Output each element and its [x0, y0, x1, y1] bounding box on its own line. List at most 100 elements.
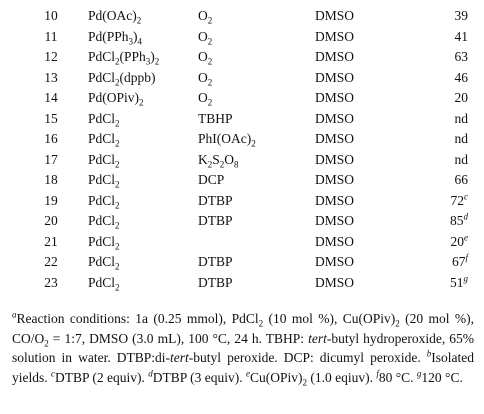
table-cell: 67f [415, 252, 468, 273]
footnote: aReaction conditions: 1a (0.25 mmol), Pd… [12, 309, 474, 387]
text-sup: f [465, 252, 468, 263]
text-sub: 2 [136, 15, 142, 26]
text-text: O [198, 49, 208, 65]
text-text: Pd(OPiv) [88, 90, 140, 106]
text-text: (dppb) [119, 69, 156, 85]
table-cell: DMSO [315, 213, 355, 229]
table-cell: DTBP [198, 254, 233, 270]
text-sub: 2 [115, 200, 120, 211]
table-cell: PdCl2(PPh3)2 [88, 47, 198, 68]
text-text: = 1:7, DMSO (3.0 mL), 100 °C, 24 h. TBHP… [48, 330, 309, 346]
table-row: 13 PdCl2(dppb) O2 DMSO 46 [0, 68, 468, 89]
table-cell: DMSO [315, 90, 355, 106]
table-row: 15 PdCl2 TBHP DMSO nd [0, 109, 468, 130]
table-cell: DCP [198, 172, 225, 188]
text-italic: tert [308, 330, 327, 346]
text-sub: 2 [115, 77, 120, 88]
text-text: PdCl [88, 254, 116, 270]
text-sub: 2 [219, 159, 225, 170]
text-text: (1.0 eqiuv). [307, 369, 377, 385]
text-text: ) [133, 28, 138, 44]
text-sub: 3 [128, 36, 134, 47]
text-text: PdCl [88, 172, 116, 188]
table-cell: DTBP [198, 192, 233, 208]
text-sub: 2 [115, 56, 120, 67]
table-cell: PdCl2 [88, 273, 198, 294]
table-cell: DTBP [198, 213, 233, 229]
text-sub: 2 [258, 318, 264, 329]
table-cell: 20e [415, 232, 469, 253]
table-cell: PdCl2 [88, 191, 198, 212]
text-sub: 2 [139, 97, 144, 108]
text-text: PhI(OAc) [198, 131, 252, 147]
text-sup: c [464, 191, 468, 202]
text-sub: 8 [234, 159, 239, 170]
table-cell: 18 [44, 172, 58, 188]
table-row: 23 PdCl2 DTBP DMSO 51g [0, 273, 468, 294]
table-cell: O2 [198, 68, 315, 89]
text-text: DTBP (2 equiv). [55, 369, 149, 385]
table-cell: nd [454, 131, 469, 147]
table-cell [198, 232, 315, 253]
table-cell: K2S2O8 [198, 150, 315, 171]
table-row: 12 PdCl2(PPh3)2 O2 DMSO 63 [0, 47, 468, 68]
table-cell: O2 [198, 47, 315, 68]
table-cell: 63 [454, 49, 469, 65]
text-text: PdCl [88, 69, 116, 85]
table-cell: Pd(OAc)2 [88, 6, 198, 27]
text-text: (20 mol %), CO/O [12, 311, 474, 346]
text-text: Reaction conditions: 1a (0.25 mmol), PdC… [16, 311, 259, 326]
table-cell: 66 [454, 172, 469, 188]
table-cell: Pd(OPiv)2 [88, 88, 198, 109]
table-cell: DMSO [315, 131, 355, 147]
text-sub: 2 [207, 159, 213, 170]
text-text: DTBP (3 equiv). [152, 369, 246, 385]
table-cell: 23 [44, 274, 58, 290]
table-cell: 20 [454, 90, 469, 106]
text-text: Cu(OPiv) [250, 369, 303, 385]
table-cell: nd [454, 110, 469, 126]
text-sub: 2 [207, 15, 213, 26]
table-cell: 51g [415, 273, 468, 294]
table-cell: PdCl2(dppb) [88, 68, 198, 89]
text-text: K [198, 151, 208, 167]
table-cell: DMSO [315, 151, 355, 167]
text-text: O [198, 28, 208, 44]
text-sub: 2 [302, 377, 308, 388]
text-text: Pd(OAc) [88, 8, 137, 24]
text-text: S [212, 151, 220, 167]
text-text: ) [150, 49, 155, 65]
table-cell: PdCl2 [88, 252, 198, 273]
table-cell: PdCl2 [88, 150, 198, 171]
table-cell: DMSO [315, 28, 355, 44]
text-text: PdCl [88, 213, 116, 229]
text-text: PdCl [88, 274, 116, 290]
table-row: 19 PdCl2 DTBP DMSO 72c [0, 191, 468, 212]
text-text: 120 °C. [421, 369, 463, 385]
text-sub: 2 [154, 56, 160, 67]
table-cell: O2 [198, 88, 315, 109]
text-sub: 2 [115, 220, 120, 231]
text-text: O [224, 151, 235, 167]
text-sub: 2 [115, 282, 120, 293]
table-cell: 14 [44, 90, 58, 106]
text-sub: 2 [115, 241, 120, 252]
table-cell: PdCl2 [88, 129, 198, 150]
text-sup: b [426, 348, 432, 359]
text-text: 51 [450, 274, 464, 290]
table-cell: PhI(OAc)2 [198, 129, 315, 150]
text-text: O [198, 90, 208, 106]
text-italic: tert [170, 350, 189, 365]
table-row: 22 PdCl2 DTBP DMSO 67f [0, 252, 468, 273]
table-row: 20 PdCl2 DTBP DMSO 85d [0, 211, 468, 232]
table-cell: DMSO [315, 172, 355, 188]
table-row: 16 PdCl2 PhI(OAc)2 DMSO nd [0, 129, 468, 150]
table-cell: TBHP [198, 110, 233, 126]
text-sub: 4 [137, 36, 143, 47]
table-row: 14 Pd(OPiv)2 O2 DMSO 20 [0, 88, 468, 109]
table-cell: 12 [44, 49, 58, 65]
table-row: 11 Pd(PPh3)4 O2 DMSO 41 [0, 27, 469, 48]
text-sup: g [463, 273, 469, 284]
text-sub: 2 [207, 56, 213, 67]
table-row: 18 PdCl2 DCP DMSO 66 [0, 170, 468, 191]
